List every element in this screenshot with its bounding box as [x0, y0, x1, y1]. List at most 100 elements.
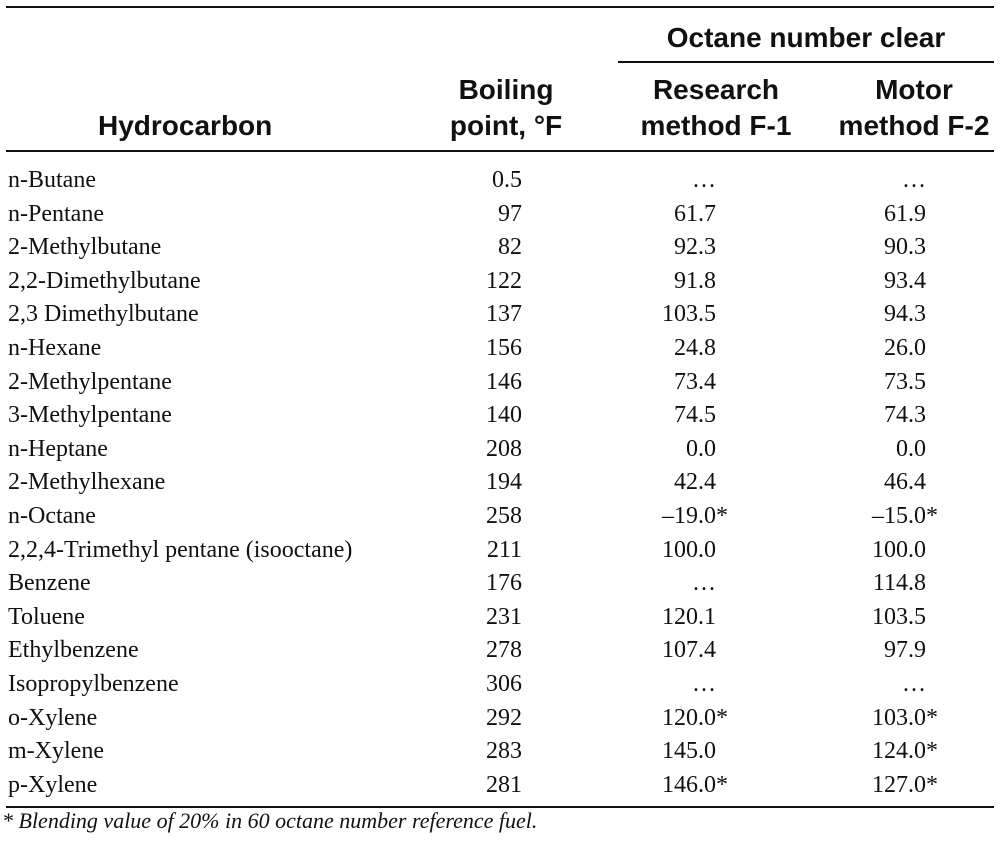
cell-research-octane: 91.8	[606, 265, 728, 299]
cell-hydrocarbon: n-Heptane	[8, 433, 108, 467]
cell-boiling-point-value: 283	[486, 738, 522, 765]
motor-header-line2: method F-2	[838, 110, 990, 141]
cell-hydrocarbon-value: n-Butane	[8, 167, 96, 193]
cell-motor-octane: 93.4	[806, 265, 938, 299]
table-row: p-Xylene 281 146.0* 127.0*	[6, 769, 994, 803]
cell-research-octane-value: 92.3	[674, 234, 716, 261]
cell-motor-octane-value: –15.0	[872, 502, 926, 529]
table-footnote: * Blending value of 20% in 60 octane num…	[2, 808, 538, 833]
cell-motor-octane: 73.5	[806, 366, 938, 400]
group-header-rule	[618, 61, 994, 63]
cell-hydrocarbon-value: 2-Methylbutane	[8, 234, 162, 261]
cell-boiling-point: 283	[406, 735, 522, 769]
column-header-research-method: Research method F-1	[618, 72, 814, 144]
cell-research-octane-value: 0.0	[686, 435, 716, 462]
cell-motor-octane-value: 124.0	[872, 738, 926, 765]
boiling-header-line1: Boiling	[458, 74, 554, 105]
cell-research-octane: 103.5	[606, 298, 728, 332]
cell-motor-octane-value: …	[902, 167, 926, 193]
cell-motor-octane-value: 100.0	[872, 536, 926, 563]
cell-boiling-point-value: 140	[486, 402, 522, 429]
cell-boiling-point: 231	[406, 601, 522, 635]
cell-motor-octane-value: 103.0	[872, 704, 926, 731]
cell-hydrocarbon: 2-Methylpentane	[8, 366, 172, 400]
cell-research-octane: –19.0*	[606, 500, 728, 534]
table-row: 2,3 Dimethylbutane 137 103.5 94.3	[6, 298, 994, 332]
cell-hydrocarbon-value: Toluene	[8, 603, 85, 630]
cell-motor-octane-value: 46.4	[884, 469, 926, 496]
cell-research-octane: 145.0	[606, 735, 728, 769]
cell-hydrocarbon-value: n-Hexane	[8, 334, 102, 361]
table-row: n-Butane 0.5 … …	[6, 164, 994, 198]
cell-research-octane-value: …	[692, 570, 716, 597]
table-row: m-Xylene 283 145.0 124.0*	[6, 735, 994, 769]
cell-boiling-point: 122	[406, 265, 522, 299]
table-row: 2-Methylpentane 146 73.4 73.5	[6, 366, 994, 400]
cell-hydrocarbon-value: p-Xylene	[8, 771, 98, 798]
cell-hydrocarbon: 2,2-Dimethylbutane	[8, 265, 201, 299]
cell-boiling-point: 278	[406, 634, 522, 668]
cell-motor-octane-value: 94.3	[884, 301, 926, 328]
cell-boiling-point: 82	[406, 231, 522, 265]
cell-boiling-point: 281	[406, 769, 522, 803]
cell-research-octane-value: 146.0	[662, 771, 716, 798]
cell-research-octane: …	[606, 668, 728, 702]
table-row: n-Heptane 208 0.0 0.0	[6, 433, 994, 467]
cell-hydrocarbon-value: 2,2-Dimethylbutane	[8, 267, 201, 294]
cell-research-octane-value: –19.0	[662, 502, 716, 529]
cell-motor-octane-footnote-marker: *	[926, 771, 938, 798]
table-row: n-Hexane 156 24.8 26.0	[6, 332, 994, 366]
column-header-boiling-point: Boiling point, °F	[446, 72, 566, 144]
cell-boiling-point: 140	[406, 399, 522, 433]
cell-hydrocarbon-value: m-Xylene	[8, 738, 104, 765]
cell-research-octane-footnote-marker: *	[716, 704, 728, 731]
cell-boiling-point-value: 176	[486, 570, 522, 597]
research-header-line1: Research	[652, 74, 780, 105]
cell-research-octane-value: 61.7	[674, 200, 716, 227]
cell-hydrocarbon-value: 3-Methylpentane	[8, 402, 172, 429]
cell-motor-octane-footnote-marker: *	[926, 704, 938, 731]
cell-research-octane: 120.1	[606, 601, 728, 635]
cell-hydrocarbon-value: 2-Methylpentane	[8, 368, 172, 395]
cell-motor-octane-value: 103.5	[872, 603, 926, 630]
cell-boiling-point: 0.5	[406, 164, 522, 198]
cell-hydrocarbon-value: o-Xylene	[8, 704, 98, 731]
cell-hydrocarbon: n-Pentane	[8, 198, 104, 232]
cell-hydrocarbon: n-Hexane	[8, 332, 101, 366]
cell-research-octane: 146.0*	[606, 769, 728, 803]
table-row: 2-Methylbutane 82 92.3 90.3	[6, 231, 994, 265]
cell-motor-octane: 46.4	[806, 466, 938, 500]
cell-boiling-point: 156	[406, 332, 522, 366]
cell-hydrocarbon: Isopropylbenzene	[8, 668, 179, 702]
cell-hydrocarbon: n-Octane	[8, 500, 96, 534]
cell-motor-octane: 100.0	[806, 534, 938, 568]
cell-hydrocarbon: n-Butane	[8, 164, 96, 198]
cell-research-octane: 100.0	[606, 534, 728, 568]
motor-header-line1: Motor	[875, 74, 953, 105]
cell-motor-octane: 61.9	[806, 198, 938, 232]
cell-hydrocarbon: p-Xylene	[8, 769, 97, 803]
cell-hydrocarbon-value: n-Octane	[8, 502, 96, 529]
cell-boiling-point: 137	[406, 298, 522, 332]
octane-group-header: Octane number clear	[666, 22, 946, 53]
cell-motor-octane: –15.0*	[806, 500, 938, 534]
cell-boiling-point: 194	[406, 466, 522, 500]
cell-hydrocarbon: Ethylbenzene	[8, 634, 139, 668]
cell-motor-octane-value: 61.9	[884, 200, 926, 227]
cell-boiling-point: 292	[406, 702, 522, 736]
cell-hydrocarbon: 2,2,4-Trimethyl pentane (isooctane)	[8, 534, 352, 568]
cell-motor-octane-footnote-marker: *	[926, 502, 938, 529]
cell-boiling-point-value: 281	[486, 771, 522, 798]
cell-motor-octane: 97.9	[806, 634, 938, 668]
table-body: n-Butane 0.5 … … n-Pentane 97 61.7 61.9 2-Methyl…	[6, 164, 994, 802]
cell-research-octane: …	[606, 164, 728, 198]
table-row: 2,2-Dimethylbutane 122 91.8 93.4	[6, 265, 994, 299]
cell-motor-octane-value: 93.4	[884, 267, 926, 294]
cell-motor-octane: 124.0*	[806, 735, 938, 769]
cell-research-octane-value: 24.8	[674, 334, 716, 361]
table-row: n-Pentane 97 61.7 61.9	[6, 198, 994, 232]
cell-boiling-point-value: 122	[486, 267, 522, 294]
cell-boiling-point-value: 97	[498, 200, 522, 227]
cell-motor-octane: 103.5	[806, 601, 938, 635]
cell-motor-octane-value: 74.3	[884, 402, 926, 429]
